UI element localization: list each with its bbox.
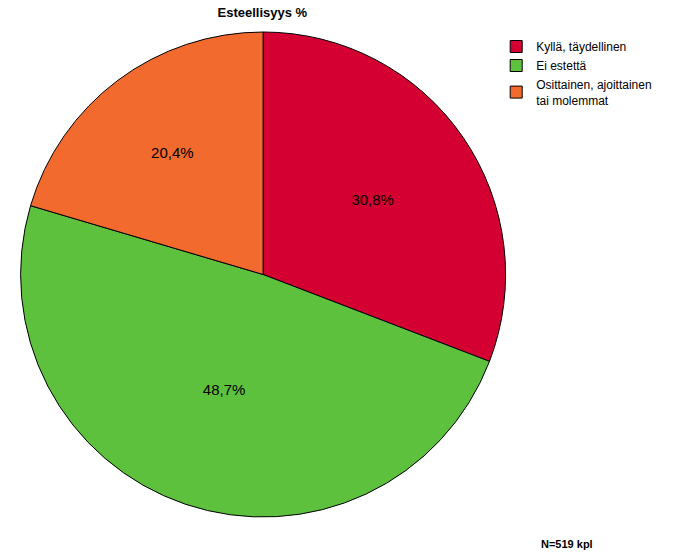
- svg-text:20,4%: 20,4%: [151, 144, 194, 161]
- svg-text:Kyllä, täydellinen: Kyllä, täydellinen: [536, 40, 626, 54]
- svg-text:48,7%: 48,7%: [203, 381, 246, 398]
- svg-text:Osittainen, ajoittainentai mol: Osittainen, ajoittainentai molemmat: [536, 78, 651, 108]
- svg-text:30,8%: 30,8%: [351, 191, 394, 208]
- svg-text:Ei estettä: Ei estettä: [536, 59, 586, 73]
- svg-text:N=519 kpl: N=519 kpl: [541, 538, 593, 550]
- svg-text:Esteellisyys %: Esteellisyys %: [218, 5, 308, 20]
